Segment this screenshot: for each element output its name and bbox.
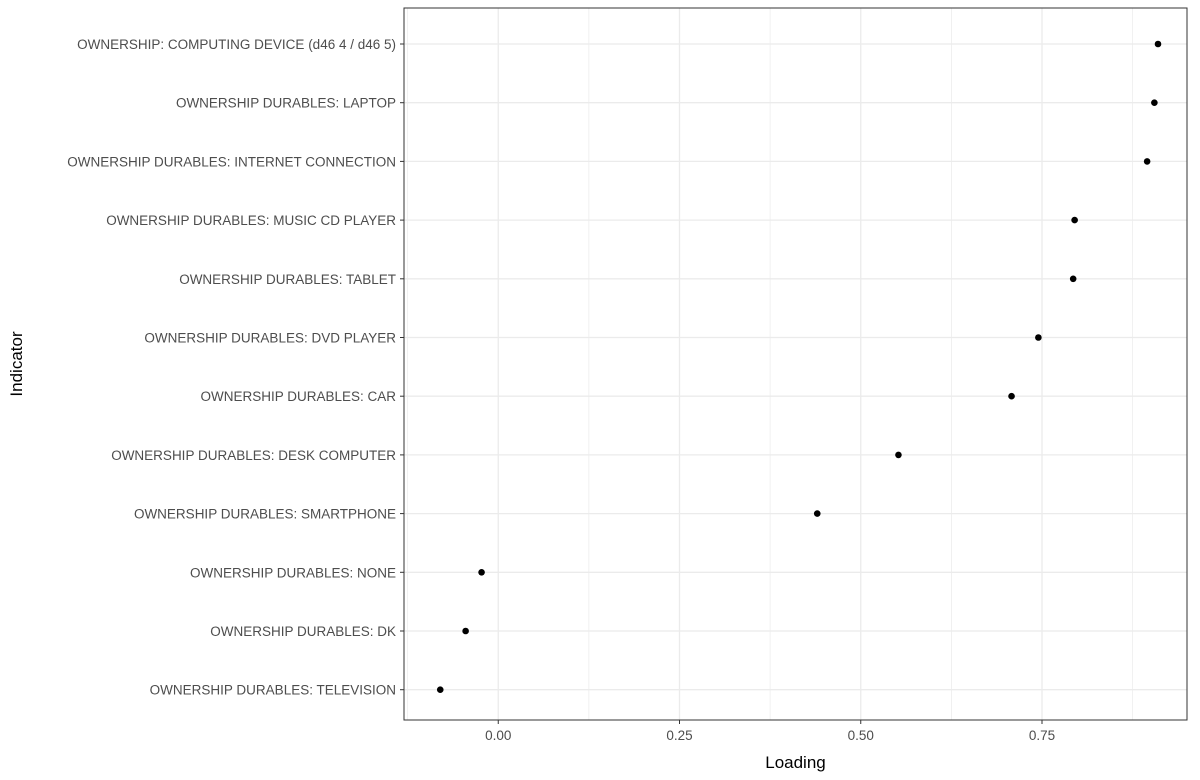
panel-border: [403, 7, 1188, 721]
data-point: [1071, 216, 1078, 224]
y-tick-label: OWNERSHIP DURABLES: INTERNET CONNECTION: [67, 154, 396, 169]
grid-lines: [404, 8, 1187, 720]
y-tick-labels: OWNERSHIP: COMPUTING DEVICE (d46 4 / d46…: [67, 37, 396, 698]
x-axis-title: Loading: [765, 753, 826, 772]
y-tick-label: OWNERSHIP DURABLES: DK: [210, 624, 396, 639]
x-tick-label: 0.75: [1029, 728, 1055, 743]
y-tick-label: OWNERSHIP DURABLES: MUSIC CD PLAYER: [106, 213, 396, 228]
data-point: [436, 686, 444, 693]
x-tick-label: 0.25: [666, 728, 692, 743]
x-tick-labels: 0.00 0.25 0.50 0.75: [485, 728, 1055, 743]
data-point: [1035, 334, 1042, 341]
x-tick-label: 0.50: [848, 728, 874, 743]
data-point: [895, 451, 902, 459]
y-axis-title: Indicator: [7, 331, 26, 397]
y-tick-label: OWNERSHIP DURABLES: SMARTPHONE: [134, 507, 396, 522]
data-point: [1008, 392, 1015, 400]
x-tick-label: 0.00: [485, 728, 511, 743]
y-tick-label: OWNERSHIP DURABLES: DESK COMPUTER: [111, 448, 396, 463]
data-point: [1151, 99, 1158, 106]
data-point: [813, 510, 821, 517]
data-point: [1143, 158, 1151, 165]
y-tick-label: OWNERSHIP DURABLES: TABLET: [179, 272, 396, 287]
y-tick-label: OWNERSHIP DURABLES: DVD PLAYER: [144, 331, 396, 346]
data-point: [462, 627, 469, 635]
y-tick-label: OWNERSHIP DURABLES: TELEVISION: [150, 683, 396, 698]
y-tick-label: OWNERSHIP DURABLES: NONE: [190, 565, 396, 580]
data-points: [436, 40, 1162, 693]
data-point: [1069, 275, 1077, 283]
axis-ticks: [400, 43, 1043, 724]
y-tick-label: OWNERSHIP: COMPUTING DEVICE (d46 4 / d46…: [77, 37, 396, 52]
data-point: [478, 569, 485, 576]
y-tick-label: OWNERSHIP DURABLES: LAPTOP: [176, 96, 396, 111]
data-point: [1154, 40, 1162, 48]
y-tick-label: OWNERSHIP DURABLES: CAR: [200, 389, 396, 404]
